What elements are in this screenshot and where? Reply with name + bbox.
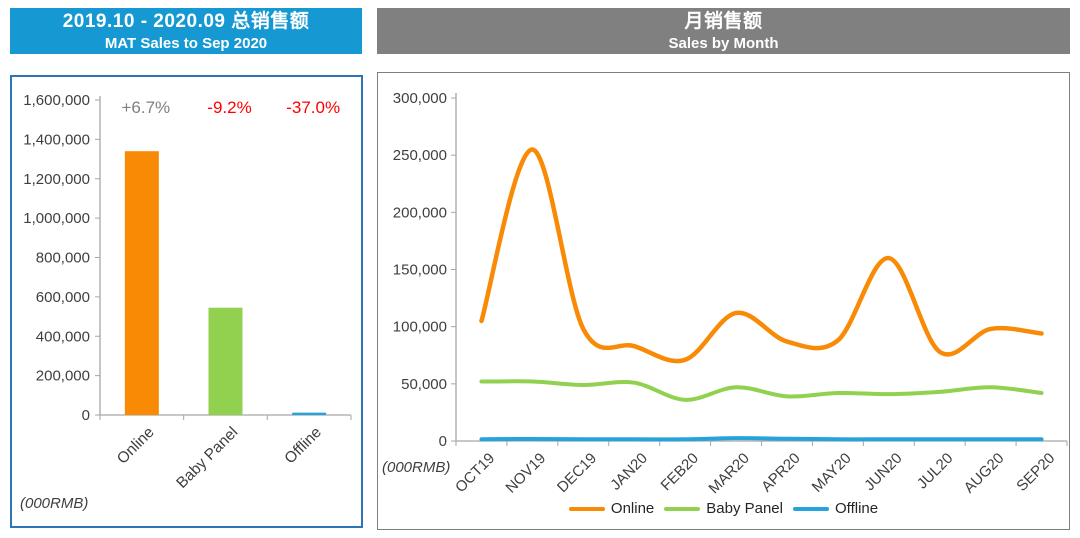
mat-sales-title-zh: 2019.10 - 2020.09 总销售额 [62, 11, 310, 32]
yoy-annotation: +6.7% [121, 98, 170, 117]
y-tick-label: 400,000 [36, 328, 90, 345]
x-month-label: APR20 [758, 450, 804, 496]
legend-item-baby-panel: Baby Panel [664, 500, 783, 517]
y-tick-label: 1,400,000 [23, 131, 90, 148]
y-tick-label: 50,000 [401, 376, 447, 393]
yoy-annotation: -37.0% [286, 98, 340, 117]
series-line-online [479, 147, 1044, 364]
x-month-label: OCT19 [452, 450, 498, 496]
monthly-sales-header: 月销售额 Sales by Month [377, 8, 1070, 54]
y-tick-label: 800,000 [36, 250, 90, 267]
y-tick-label: 1,600,000 [23, 92, 90, 109]
y-tick-label: 150,000 [393, 262, 447, 279]
x-month-label: DEC19 [554, 450, 600, 496]
legend-item-offline: Offline [793, 500, 878, 517]
x-month-label: FEB20 [658, 450, 702, 494]
legend-swatch-offline [793, 506, 829, 511]
mat-sales-header: 2019.10 - 2020.09 总销售额 MAT Sales to Sep … [10, 8, 362, 54]
x-month-label: SEP20 [1013, 450, 1058, 495]
legend-label-baby-panel: Baby Panel [706, 500, 783, 517]
y-tick-label: 0 [82, 407, 90, 424]
bar-online [124, 151, 159, 415]
y-tick-label: 0 [439, 433, 447, 450]
monthly-sales-title-en: Sales by Month [668, 35, 779, 52]
x-category-label: Online [114, 424, 158, 468]
x-category-label: Baby Panel [173, 424, 241, 492]
y-tick-label: 300,000 [393, 90, 447, 107]
monthly-sales-chart-box: 0 50,000 100,000 150,000 200,000 250,000 300,0… [377, 72, 1070, 530]
y-tick-label: 100,000 [393, 319, 447, 336]
x-month-label: JAN20 [607, 450, 651, 494]
bar-baby-panel [208, 307, 243, 415]
y-tick-label: 600,000 [36, 289, 90, 306]
mat-sales-title-en: MAT Sales to Sep 2020 [104, 35, 268, 52]
y-tick-label: 200,000 [393, 204, 447, 221]
y-tick-label: 200,000 [36, 368, 90, 385]
series-line-baby-panel [479, 379, 1044, 402]
mat-sales-bar-chart: 0 200,000 400,000 600,000 800,000 1,000,000 1,… [23, 92, 352, 492]
legend: Online Baby Panel Offline [378, 500, 1069, 517]
y-tick-label: 1,200,000 [23, 171, 90, 188]
y-tick-label: 1,000,000 [23, 210, 90, 227]
monthly-sales-title-zh: 月销售额 [684, 11, 763, 32]
x-month-label: JUN20 [861, 450, 905, 494]
yoy-annotation: -9.2% [207, 98, 251, 117]
series-line-offline [479, 436, 1044, 442]
bar-offline [292, 412, 327, 415]
x-month-label: NOV19 [502, 450, 549, 497]
monthly-sales-line-chart: 0 50,000 100,000 150,000 200,000 250,000 300,0… [393, 90, 1068, 497]
left-panel: 2019.10 - 2020.09 总销售额 MAT Sales to Sep … [0, 0, 372, 538]
legend-swatch-baby-panel [664, 506, 701, 511]
x-category-label: Offline [281, 424, 325, 468]
x-month-label: MAY20 [809, 450, 855, 496]
legend-label-offline: Offline [835, 500, 879, 517]
right-panel: 月销售额 Sales by Month 0 50,000 100,000 150,00… [372, 0, 1080, 538]
legend-swatch-online [568, 506, 605, 511]
mat-sales-chart-box: 0 200,000 400,000 600,000 800,000 1,000,000 1,… [10, 75, 363, 528]
x-month-label: JUL20 [914, 450, 957, 493]
x-month-label: AUG20 [961, 450, 1008, 497]
x-month-label: MAR20 [705, 450, 752, 497]
legend-item-online: Online [568, 500, 655, 517]
legend-label-online: Online [610, 500, 655, 517]
y-tick-label: 250,000 [393, 147, 447, 164]
